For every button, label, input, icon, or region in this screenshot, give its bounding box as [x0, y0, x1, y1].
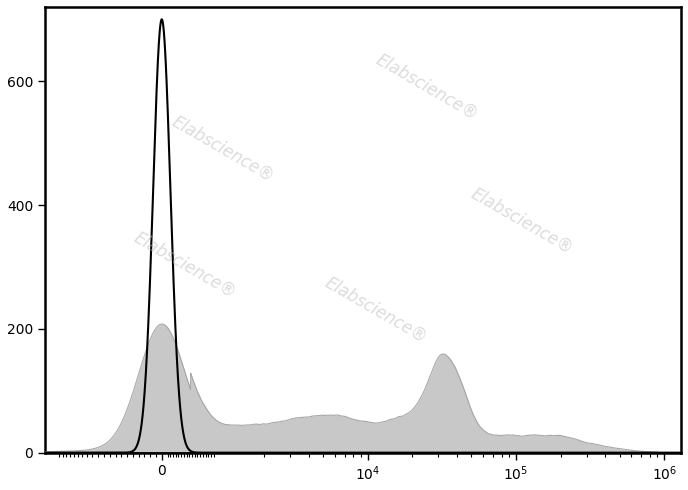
Text: Elabscience®: Elabscience® [321, 273, 430, 346]
Text: Elabscience®: Elabscience® [169, 113, 277, 186]
Text: Elabscience®: Elabscience® [131, 229, 239, 302]
Text: Elabscience®: Elabscience® [372, 50, 481, 123]
Text: Elabscience®: Elabscience® [468, 184, 577, 257]
